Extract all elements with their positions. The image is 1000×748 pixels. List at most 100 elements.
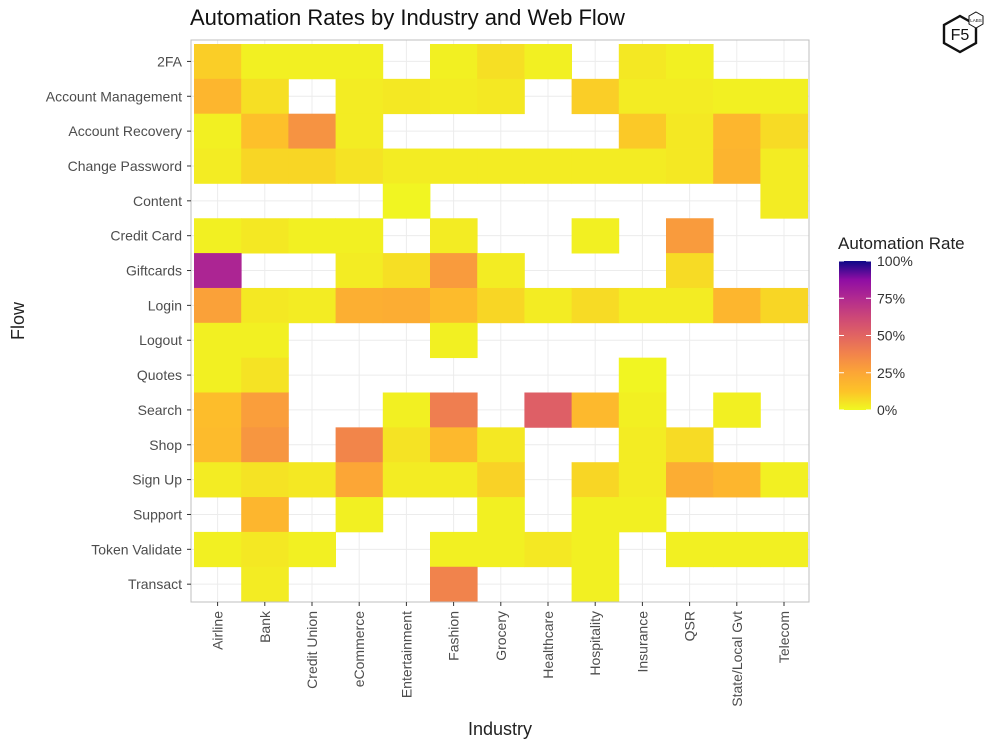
x-tick-label: Entertainment [398,611,414,698]
heatmap-cell [335,287,384,324]
heatmap-cell [618,357,667,393]
heatmap-cell [241,322,289,359]
heatmap-cell [524,287,572,324]
heatmap-cell [335,44,384,80]
heatmap-cell [571,148,620,184]
heatmap-cell [382,78,431,115]
legend-title: Automation Rate [838,234,965,253]
heatmap-cell [618,44,667,80]
heatmap-cell [666,531,714,568]
heatmap-cell [194,44,242,80]
heatmap-cell [194,78,242,115]
heatmap-cell [666,462,714,498]
heatmap-cell [571,218,620,254]
heatmap-cell [194,357,242,393]
x-tick-label: Grocery [493,611,509,661]
heatmap-cell [430,427,478,463]
legend-tick-label: 100% [877,253,913,269]
heatmap-cell [194,218,242,254]
x-tick-label: State/Local Gvt [729,611,745,707]
heatmap-cell [477,531,525,568]
heatmap-cell [288,113,336,149]
heatmap-cell [241,357,289,393]
heatmap-cell [194,148,242,184]
heatmap-cell [430,462,478,498]
heatmap-cell [477,148,525,184]
y-axis-title: Flow [8,301,28,340]
y-tick-label: Token Validate [91,541,182,557]
heatmap-cell [477,427,525,463]
heatmap-cell [571,497,620,533]
heatmap-cell [524,44,572,80]
heatmap-cell [666,218,714,254]
heatmap-cell [760,148,808,184]
heatmap-cell [760,462,808,498]
legend-tick-label: 0% [877,402,897,418]
y-tick-label: Shop [149,437,182,453]
heatmap-cell [241,392,289,428]
heatmap-cell [571,392,620,428]
y-tick-label: Search [138,402,182,418]
logo-subtext: LABS [970,18,982,23]
heatmap-cell [241,218,289,254]
heatmap-cell [288,218,336,254]
heatmap-cell [288,287,336,324]
heatmap-cell [760,183,808,219]
legend-tick-label: 50% [877,328,905,344]
x-tick-label: Airline [210,611,226,650]
heatmap-cell [477,462,525,498]
heatmap-cell [713,531,761,568]
heatmap-cell [382,427,431,463]
heatmap-cell [713,113,761,149]
heatmap-cell [241,497,289,533]
heatmap-cell [713,392,761,428]
logo-text: F5 [951,27,970,44]
heatmap-cell [666,253,714,289]
heatmap-cell [335,78,384,115]
y-tick-label: Account Recovery [68,123,182,139]
heatmap-cell [618,392,667,428]
x-tick-label: eCommerce [351,611,367,687]
y-tick-label: Content [133,193,182,209]
heatmap-cell [618,287,667,324]
heatmap-cell [618,462,667,498]
plot-panel-border [190,39,810,603]
y-tick-label: Account Management [46,88,182,104]
heatmap-cell [288,148,336,184]
x-tick-label: Insurance [634,611,650,673]
heatmap-cell [430,392,478,428]
y-tick-label: Change Password [68,158,182,174]
heatmap-cell [382,392,431,428]
x-tick-label: Fashion [446,611,462,661]
heatmap-cell [571,78,620,115]
heatmap-cell [666,78,714,115]
legend-tick-label: 75% [877,290,905,306]
heatmap-cell [194,253,242,289]
heatmap-cell [194,392,242,428]
heatmap-cell [382,148,431,184]
heatmap-cell [430,531,478,568]
y-tick-label: Transact [128,576,182,592]
heatmap-cell [713,462,761,498]
x-tick-label: Hospitality [587,611,603,676]
y-tick-label: Support [133,506,182,522]
heatmap-cell [666,44,714,80]
legend-tick-label: 25% [877,365,905,381]
legend-colorbar [839,261,871,410]
heatmap-cell [335,253,384,289]
heatmap-cell [335,218,384,254]
heatmap-cell [666,148,714,184]
heatmap-cell [194,287,242,324]
heatmap-cell [382,253,431,289]
heatmap-cell [194,427,242,463]
heatmap-cell [524,392,572,428]
heatmap-cell [571,531,620,568]
heatmap-cell [241,148,289,184]
heatmap-cell [430,218,478,254]
heatmap-cell [241,531,289,568]
y-tick-label: Login [148,297,182,313]
heatmap-cell [241,44,289,80]
heatmap-cell [618,427,667,463]
y-tick-label: Quotes [137,367,182,383]
